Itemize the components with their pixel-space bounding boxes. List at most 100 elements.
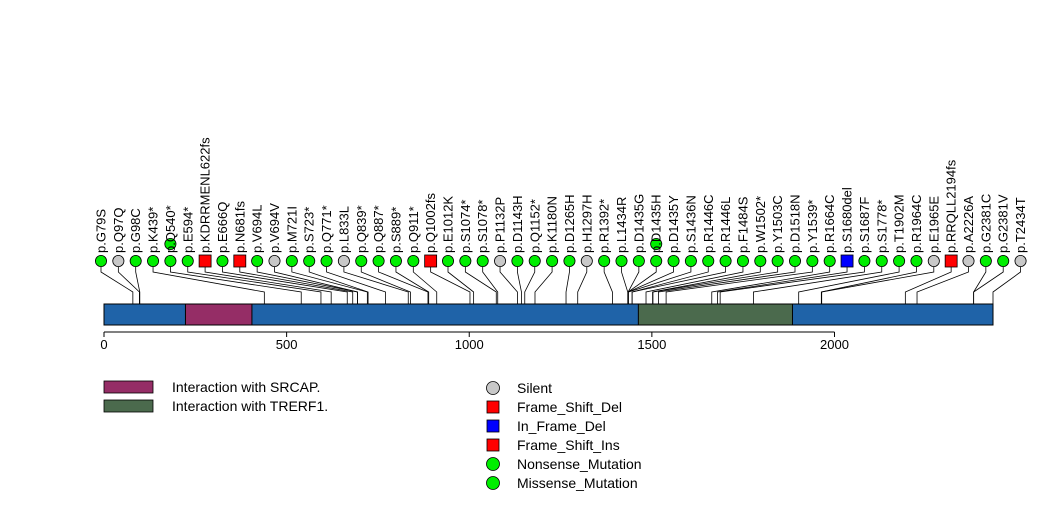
legend-symbol-mutation-type (486, 438, 500, 452)
mutation-label: p.E666Q (215, 202, 230, 253)
mutation-marker (840, 254, 854, 268)
mutation-marker (563, 254, 576, 267)
mutation-label: p.D1143H (510, 195, 525, 253)
mutation-label: p.V694V (267, 203, 282, 253)
mutation-marker (164, 237, 177, 250)
mutation-label: p.V694L (250, 205, 265, 253)
mutation-label: p.S889* (388, 207, 403, 253)
mutation-label: p.E594* (180, 207, 195, 253)
mutation-marker (95, 254, 108, 267)
mutation-marker (233, 254, 247, 268)
mutation-labels: p.G79S p.Q97Q p.G98C p.K439* p.Q540* p.E594* p… (94, 137, 1029, 253)
mutation-marker (528, 254, 541, 267)
mutation-label: p.L833L (336, 206, 351, 253)
mutation-label: p.Q540* (163, 205, 178, 253)
mutation-marker (806, 254, 819, 267)
mutation-marker (441, 254, 454, 267)
mutation-marker (944, 254, 958, 268)
mutation-label: p.S1436N (683, 195, 698, 253)
mutation-marker (771, 254, 784, 267)
mutation-label: p.R1446C (701, 194, 716, 253)
protein-track (103, 303, 994, 326)
mutation-marker (476, 254, 489, 267)
mutation-label: p.P1132P (493, 197, 508, 253)
legend-label-region: Interaction with SRCAP. (172, 379, 320, 395)
mutation-marker (650, 254, 663, 267)
mutation-label: p.R1964C (909, 194, 924, 253)
mutation-marker (459, 254, 472, 267)
x-tick-label: 500 (276, 337, 298, 352)
legend-symbol-mutation-type (486, 381, 500, 395)
mutation-marker (702, 254, 715, 267)
mutation-marker (667, 254, 680, 267)
mutation-label: p.G2381V (996, 194, 1011, 253)
mutation-label: p.S723* (302, 207, 317, 253)
mutation-marker (320, 254, 333, 267)
legend: Interaction with SRCAP. Interaction with … (103, 379, 642, 491)
mutation-label: p.F1484S (735, 196, 750, 253)
x-tick-label: 2000 (820, 337, 849, 352)
mutation-marker (216, 254, 229, 267)
mutation-marker (962, 254, 975, 267)
mutation-label: p.S1778* (874, 200, 889, 254)
mutation-marker (823, 254, 836, 267)
mutation-label: p.E1012K (441, 196, 456, 253)
mutation-marker (112, 254, 125, 267)
mutation-marker (858, 254, 871, 267)
mutation-label: p.W1502* (753, 196, 768, 253)
mutation-label: p.RRQLL2194fs (944, 159, 959, 253)
mutation-label: p.D1435Y (666, 195, 681, 253)
mutation-label: p.KDRRMENL622fs (198, 137, 213, 253)
mutation-marker (181, 254, 194, 267)
mutation-marker (719, 254, 732, 267)
legend-label-mutation-type: Frame_Shift_Ins (517, 437, 620, 453)
mutation-label: p.S1074* (458, 200, 473, 254)
mutation-marker (875, 254, 888, 267)
mutation-label: p.D1435H (649, 194, 664, 253)
mutation-stem (992, 261, 1021, 325)
mutation-marker (355, 254, 368, 267)
x-axis: 0 500 1000 1500 2000 (100, 331, 849, 352)
mutation-marker (789, 254, 802, 267)
mutation-label: p.T1902M (892, 194, 907, 253)
mutation-marker (285, 254, 298, 267)
legend-swatch-region (103, 399, 154, 413)
legend-symbol-mutation-type (486, 400, 500, 414)
mutation-label: p.R1446L (718, 197, 733, 253)
mutation-marker (251, 254, 264, 267)
mutation-label: p.Q887* (371, 205, 386, 253)
mutation-label: p.K1180N (545, 196, 560, 253)
mutation-label: p.Q97Q (111, 207, 126, 253)
legend-symbol-mutation-type (486, 457, 500, 471)
mutation-label: p.G98C (128, 208, 143, 253)
legend-symbol-mutation-type (486, 476, 500, 490)
mutation-markers (95, 237, 1027, 268)
mutation-label: p.S1078* (475, 200, 490, 254)
mutation-label: p.Q771* (319, 205, 334, 253)
mutation-label: p.Q839* (354, 205, 369, 253)
domain-region-1 (184, 303, 253, 326)
mutation-label: p.A2226A (961, 196, 976, 253)
mutation-label: p.T2434T (1013, 197, 1028, 253)
mutation-marker (268, 254, 281, 267)
mutation-label: p.Q911* (406, 206, 421, 253)
mutation-marker (1014, 254, 1027, 267)
mutation-marker (754, 254, 767, 267)
mutation-marker (650, 237, 663, 250)
mutation-label: p.L1434R (614, 197, 629, 253)
mutation-label: p.H1297H (579, 194, 594, 253)
mutation-marker (546, 254, 559, 267)
mutation-marker (684, 254, 697, 267)
mutation-label: p.Y1503C (770, 195, 785, 253)
legend-label-mutation-type: In_Frame_Del (517, 418, 606, 434)
mutation-label: p.G2381C (978, 194, 993, 253)
mutation-marker (389, 254, 402, 267)
mutation-marker (910, 254, 923, 267)
mutation-label: p.Q1002fs (423, 193, 438, 253)
mutation-marker (494, 254, 507, 267)
mutation-marker (598, 254, 611, 267)
legend-label-mutation-type: Missense_Mutation (517, 475, 638, 491)
mutation-label: p.E1965E (926, 196, 941, 253)
mutation-marker (580, 254, 593, 267)
